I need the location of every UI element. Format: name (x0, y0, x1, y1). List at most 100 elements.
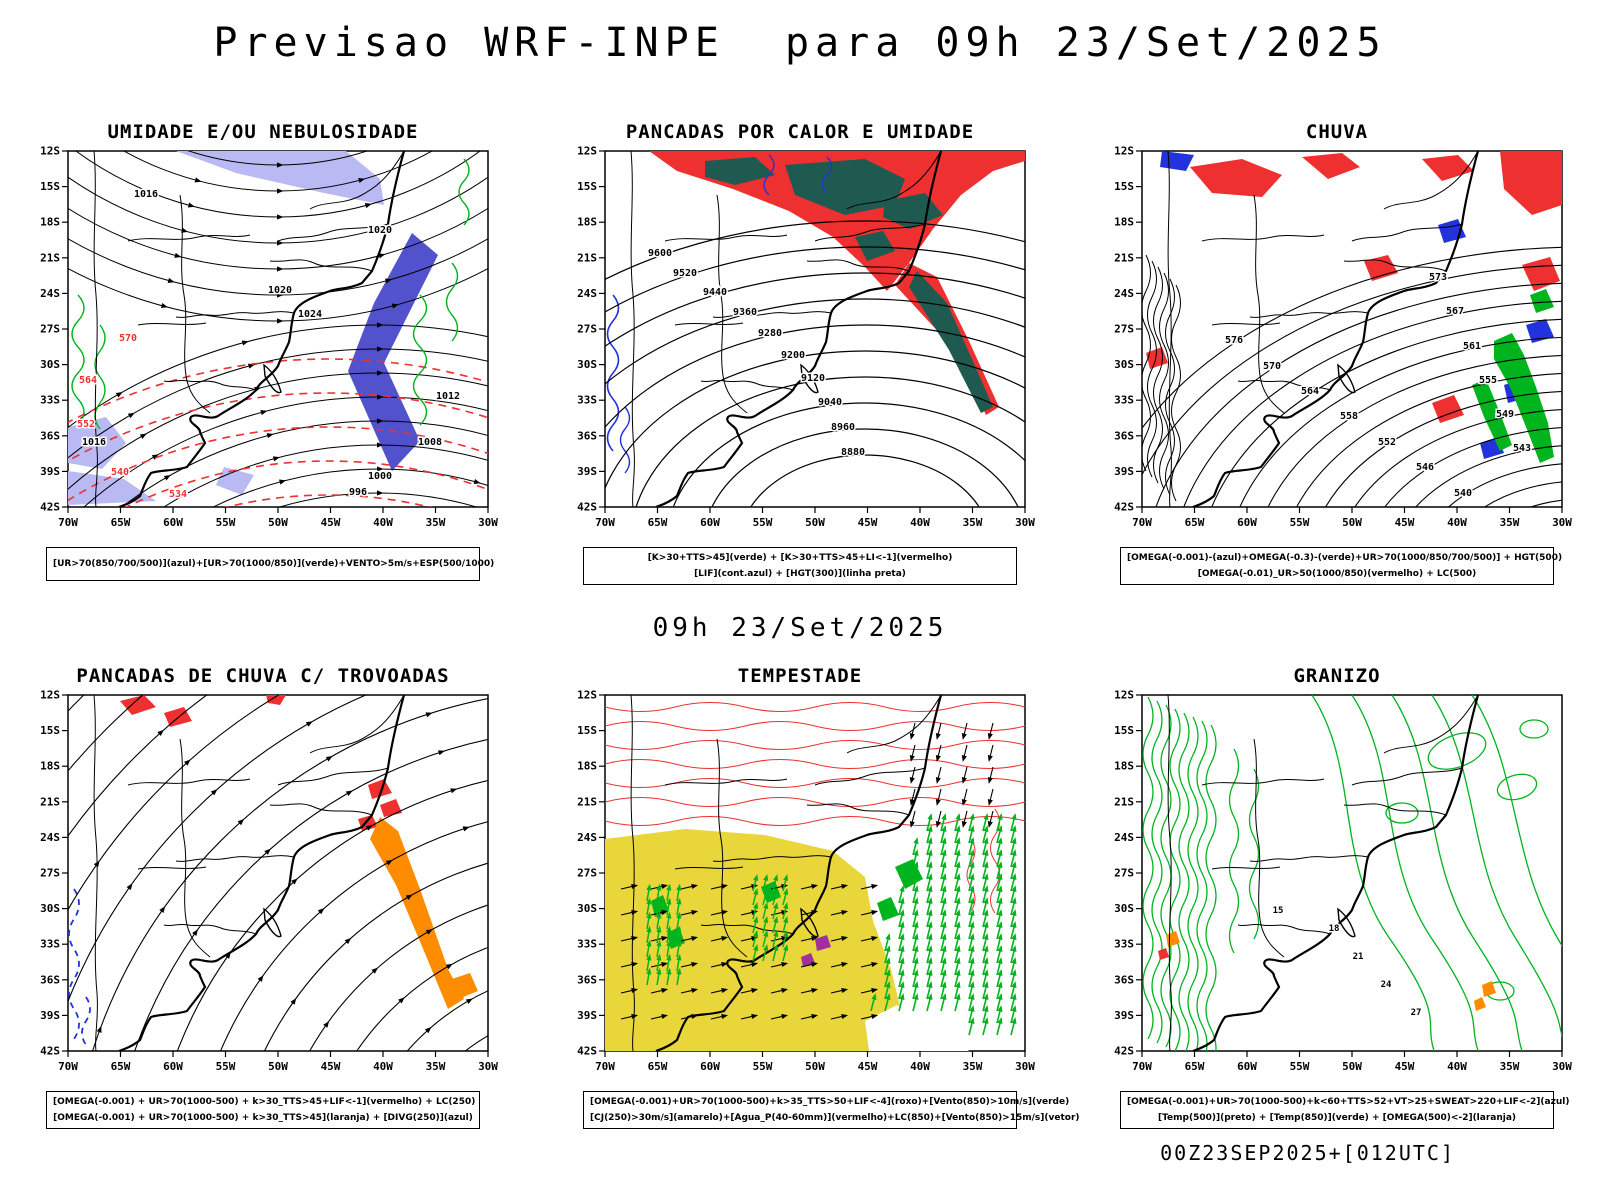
wind-vector (752, 879, 757, 892)
wind-vector (912, 974, 917, 988)
wind-vector (762, 893, 767, 906)
wind-vector (1010, 878, 1015, 892)
wind-vector (940, 842, 945, 856)
wind-vector (982, 1022, 987, 1036)
flow-arrowhead (1011, 885, 1017, 893)
flow-arrowhead (983, 885, 989, 893)
lat-label: 21S (577, 251, 597, 264)
flow-arrowhead (955, 813, 961, 821)
wind-vector (762, 921, 767, 934)
height-contour (1522, 535, 1572, 545)
wind-vector (1010, 842, 1015, 856)
flow-arrowhead (927, 981, 933, 989)
lat-label: 39S (40, 465, 60, 478)
state-border-line (1343, 803, 1447, 816)
wind-vector (666, 931, 670, 944)
caption-line: [OMEGA(-0.001) + UR>70(1000-500) + k>30_… (53, 1097, 476, 1108)
wind-vector (968, 938, 973, 952)
lagoon-outline (800, 363, 819, 394)
lat-label: 12S (1114, 145, 1134, 158)
wind-vector (782, 949, 787, 962)
wind-vector (989, 745, 994, 757)
wind-vector (1010, 1010, 1015, 1024)
state-border-line (163, 379, 257, 391)
lat-label: 21S (40, 251, 60, 264)
flow-arrowhead (1011, 813, 1017, 821)
wind-vector (800, 937, 813, 942)
wind-vector (968, 890, 973, 904)
wind-vector (963, 767, 968, 779)
state-border-line (1249, 855, 1369, 863)
wind-vector (666, 917, 670, 930)
flow-arrowhead (969, 1017, 975, 1025)
lon-label: 45W (858, 1060, 878, 1073)
lat-label: 27S (40, 867, 60, 880)
wiggly-contour (445, 262, 459, 342)
wind-vector (676, 973, 680, 986)
lat-label: 42S (40, 1045, 60, 1058)
wind-vector (646, 959, 650, 972)
flow-arrowhead (398, 997, 405, 1004)
flow-arrowhead (181, 227, 189, 233)
wind-vector (680, 937, 693, 942)
wind-vector (650, 989, 663, 994)
wind-vector (926, 998, 931, 1012)
flow-arrowhead (969, 837, 975, 845)
flow-arrowhead (721, 962, 729, 968)
flow-arrowhead (237, 819, 245, 826)
flow-arrowhead (344, 938, 352, 945)
flow-arrowhead (941, 969, 947, 977)
flow-arrowhead (676, 953, 682, 961)
wind-vector (912, 878, 917, 892)
lon-label: 40W (373, 1060, 393, 1073)
wiggly-contour (966, 838, 976, 912)
flow-arrowhead (899, 909, 905, 917)
flow-arrowhead (997, 957, 1003, 965)
flow-arrowhead (885, 969, 891, 977)
wind-vector (940, 818, 945, 832)
flow-arrowhead (927, 921, 933, 929)
instability-green-area (705, 157, 775, 185)
wind-vector (710, 937, 723, 942)
wind-vector (911, 767, 916, 779)
flow-arrowhead (969, 921, 975, 929)
flow-arrowhead (913, 945, 919, 953)
flow-arrowhead (371, 967, 378, 974)
flow-arrowhead (115, 391, 123, 398)
wind-vector (937, 745, 942, 757)
flow-arrowhead (997, 861, 1003, 869)
wind-vector (954, 890, 959, 904)
flow-arrowhead (721, 884, 729, 890)
clear-wedge (865, 1005, 969, 1052)
lon-label: 55W (216, 516, 236, 529)
state-border-line (806, 259, 910, 272)
wind-vector (982, 998, 987, 1012)
flow-arrowhead (174, 252, 182, 258)
wind-vector (676, 903, 680, 916)
flow-arrowhead (969, 813, 975, 821)
flow-arrowhead (763, 902, 769, 910)
wind-vector (912, 914, 917, 928)
wind-vector (954, 950, 959, 964)
wavy-contour (605, 702, 1025, 713)
flow-arrowhead (325, 756, 333, 762)
map-frame (67, 150, 489, 508)
wind-vector (800, 885, 813, 890)
wind-vector (860, 1015, 873, 1020)
caption-line: [OMEGA(-0.001) + UR>70(1000-500) + k>30_… (53, 1112, 473, 1123)
wind-vector (740, 937, 753, 942)
wind-vector (860, 989, 873, 994)
flow-arrowhead (666, 925, 672, 933)
height-contour (605, 220, 1025, 281)
flow-arrowhead (1011, 861, 1017, 869)
state-border-line (269, 803, 373, 816)
wind-vector (954, 818, 959, 832)
wind-vector (937, 789, 942, 801)
flow-arrowhead (773, 916, 779, 924)
lon-label: 45W (1395, 516, 1415, 529)
contour-label: 570 (1263, 361, 1281, 372)
wind-vector (666, 973, 670, 986)
rain-red-area (1190, 159, 1282, 197)
wiggly-contour (619, 406, 631, 474)
flow-arrowhead (266, 433, 274, 439)
